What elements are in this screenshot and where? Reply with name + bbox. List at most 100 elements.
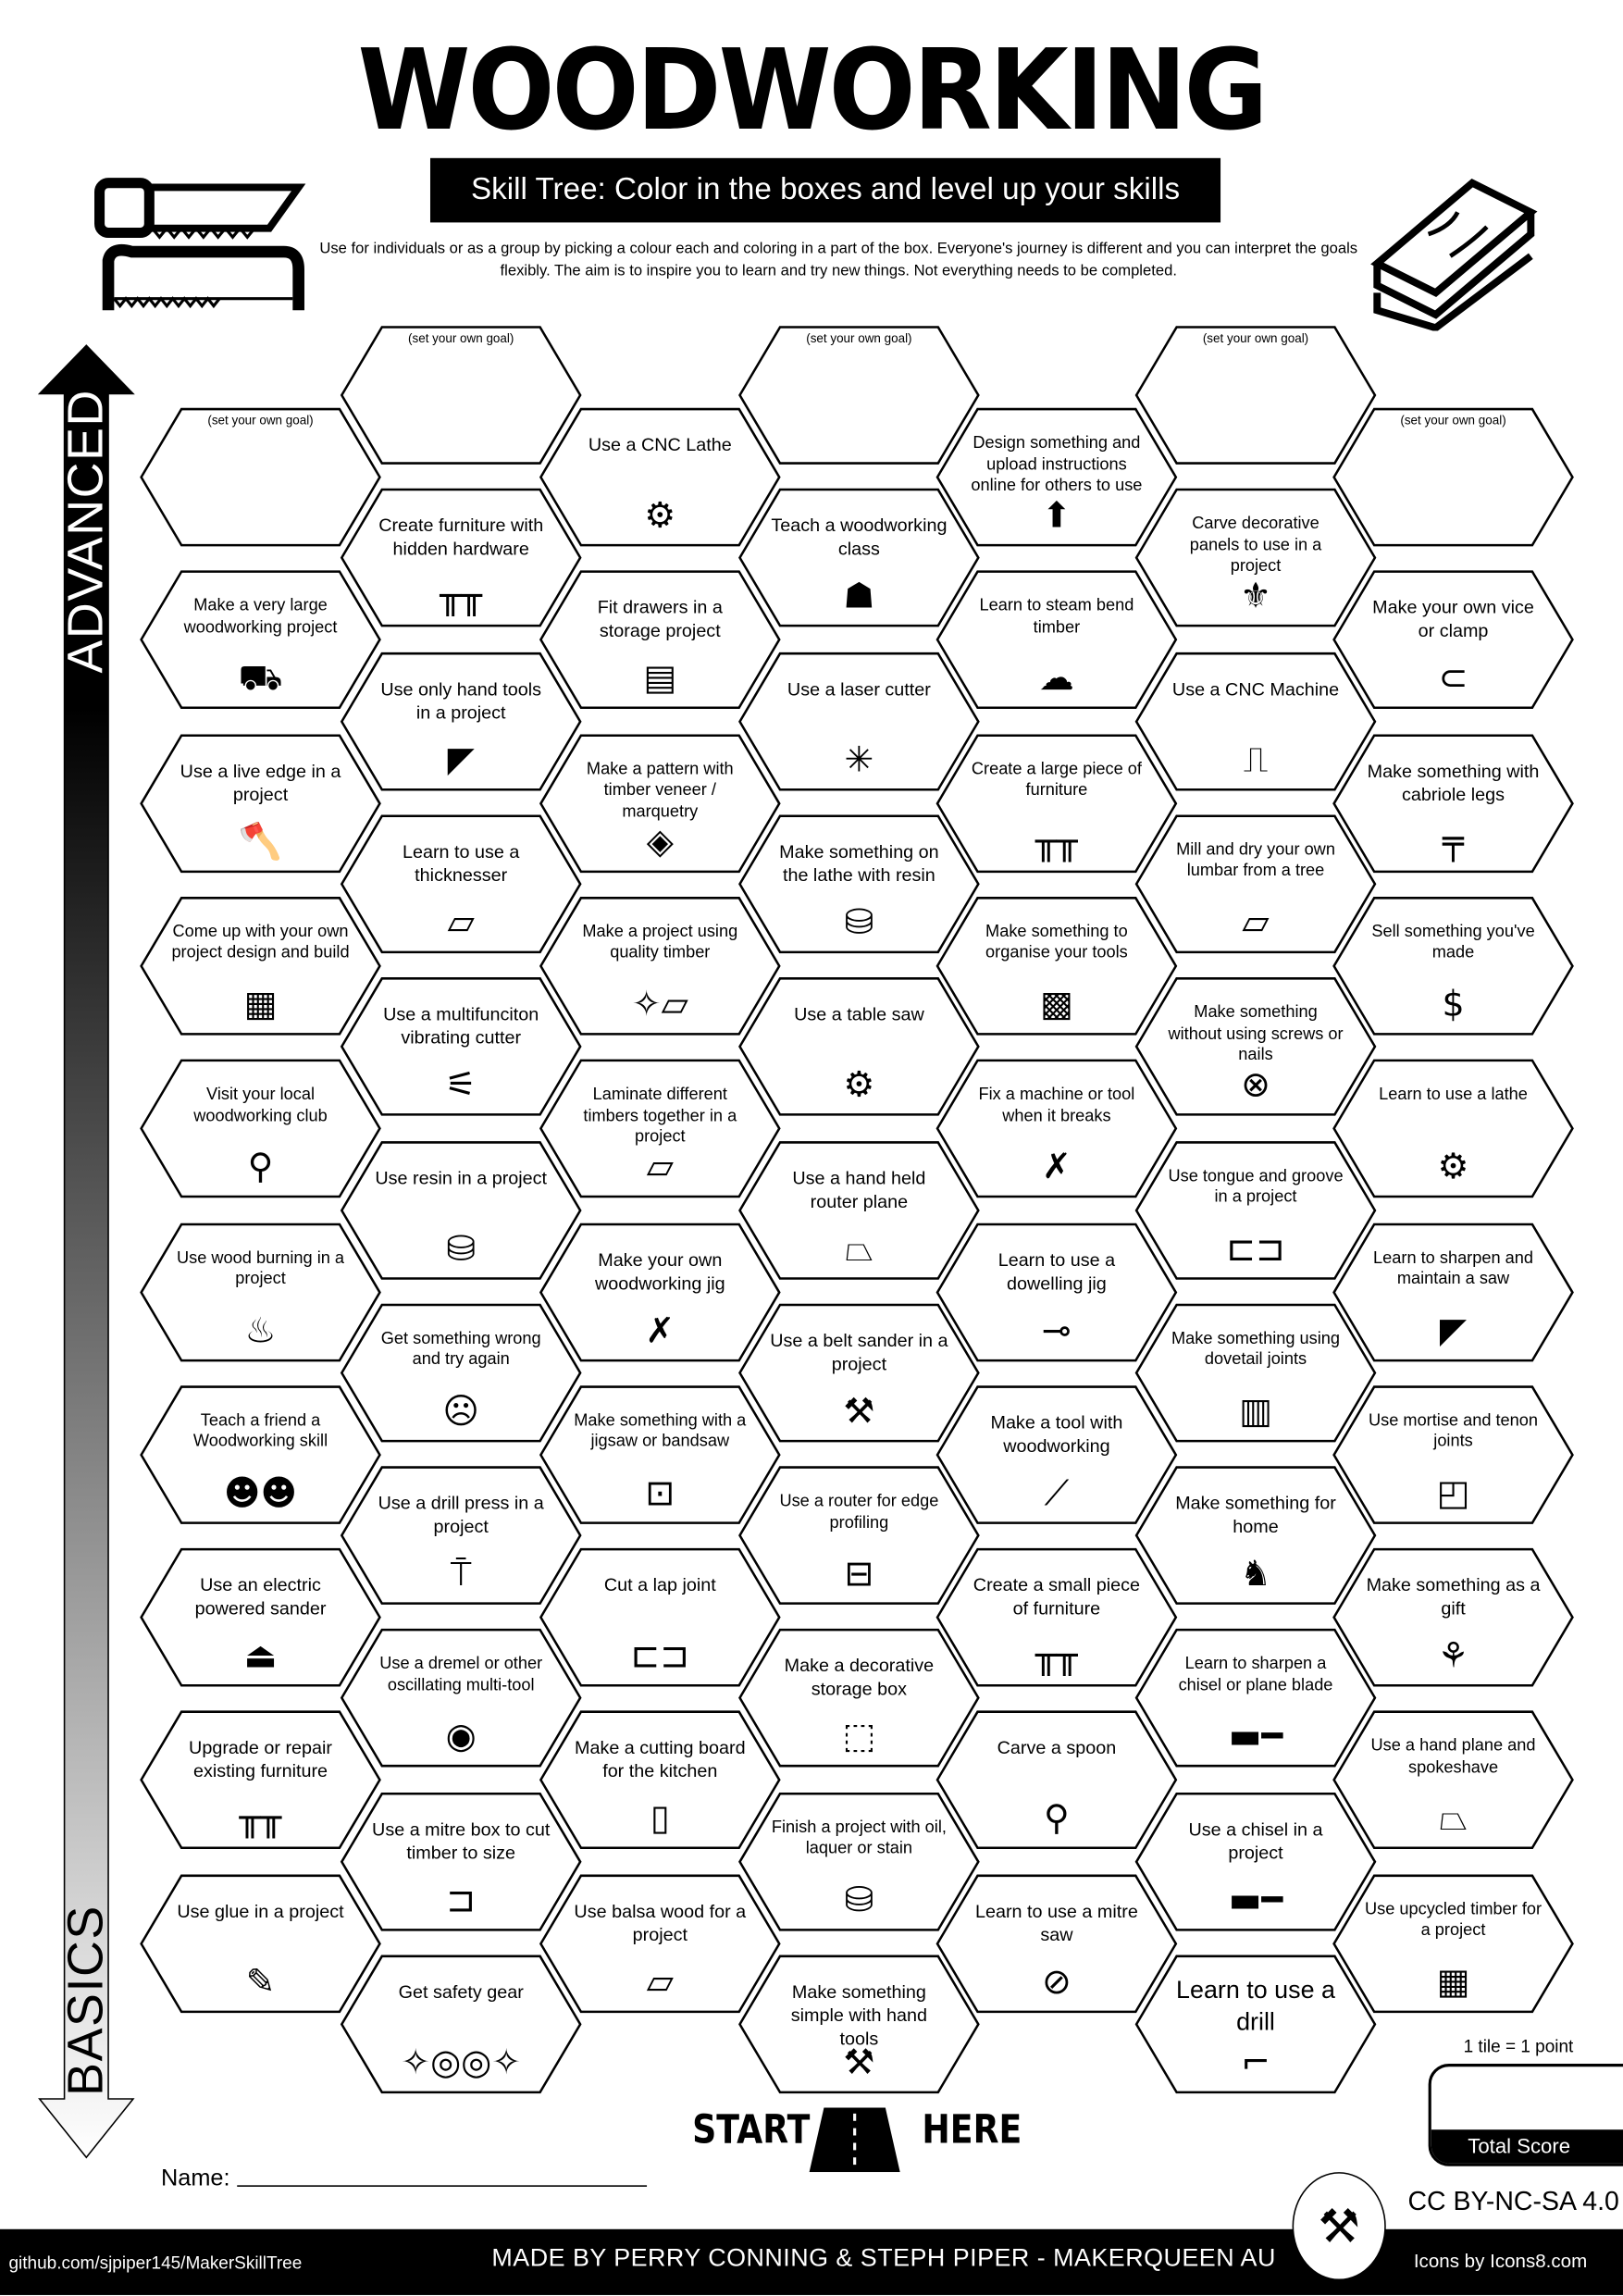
skill-hex[interactable]: Come up with your own project design and… <box>139 896 382 1036</box>
skill-hex[interactable]: Carve a spoon ⚲ <box>935 1710 1179 1851</box>
hex-outline <box>340 1140 582 1280</box>
skill-hex[interactable]: Learn to use a dowelling jig ⊸ <box>935 1222 1179 1362</box>
skill-hex[interactable]: Use upcycled timber for a project ▦ <box>1332 1873 1575 2014</box>
skill-hex[interactable]: Create a large piece of furniture ╥╥ <box>935 733 1179 874</box>
skill-label: Cut a lap joint <box>603 1574 716 1596</box>
wrench-screwdriver-icon: ✗ <box>1042 1146 1072 1187</box>
skill-hex[interactable]: Get something wrong and try again ☹ <box>340 1302 583 1443</box>
skill-hex[interactable]: Make a decorative storage box ⬚ <box>737 1628 981 1769</box>
skill-hex[interactable]: Fit drawers in a storage project ▤ <box>539 570 782 711</box>
skill-hex[interactable]: Make something as a gift ⚘ <box>1332 1547 1575 1688</box>
skill-hex[interactable]: Carve decorative panels to use in a proj… <box>1134 488 1378 628</box>
skill-hex[interactable]: Learn to use a thicknesser ▱ <box>340 813 583 954</box>
skill-label: Make a pattern with timber veneer / marq… <box>586 760 734 821</box>
skill-hex[interactable]: Use a chisel in a project ▬━ <box>1134 1791 1378 1931</box>
skill-hex[interactable]: Create furniture with hidden hardware ╥╥ <box>340 488 583 628</box>
skill-hex[interactable]: Learn to use a lathe ⚙ <box>1332 1059 1575 1199</box>
skill-hex[interactable]: Use resin in a project ⛁ <box>340 1139 583 1280</box>
skill-hex[interactable]: Make something to organise your tools ▩ <box>935 896 1179 1036</box>
hex-outline <box>738 1466 980 1606</box>
skill-hex[interactable]: Make something without using screws or n… <box>1134 976 1378 1117</box>
skill-hex[interactable]: Sell something you've made $ <box>1332 896 1575 1036</box>
skill-hex[interactable]: Make something on the lathe with resin ⛁ <box>737 813 981 954</box>
total-score-box[interactable]: Total Score <box>1428 2064 1623 2166</box>
skill-hex[interactable]: Use mortise and tenon joints ◰ <box>1332 1384 1575 1525</box>
skill-hex[interactable]: Mill and dry your own lumbar from a tree… <box>1134 813 1378 954</box>
skill-hex[interactable]: Use glue in a project ✎ <box>139 1873 382 2014</box>
tile-point-rule: 1 tile = 1 point <box>1463 2036 1574 2057</box>
planks-icon: ▱ <box>646 1146 674 1187</box>
skill-hex[interactable]: Make a project using quality timber ✧▱ <box>539 896 782 1036</box>
skill-label: Use balsa wood for a project <box>574 1901 747 1945</box>
skill-hex[interactable]: (set your own goal) <box>737 325 981 465</box>
skill-hex[interactable]: Learn to use a mitre saw ⊘ <box>935 1873 1179 2014</box>
skill-hex[interactable]: Use balsa wood for a project ▱ <box>539 1873 782 2014</box>
skill-hex[interactable]: Use wood burning in a project ♨ <box>139 1222 382 1362</box>
skill-hex[interactable]: Learn to steam bend timber ☁ <box>935 570 1179 711</box>
skill-hex[interactable]: Use a dremel or other oscillating multi-… <box>340 1628 583 1769</box>
hex-outline <box>1332 1059 1574 1198</box>
safety-goggles-icon: ✧◎◎✧ <box>401 2042 522 2083</box>
dovetail-icon: ▥ <box>1239 1390 1272 1432</box>
skill-hex[interactable]: Cut a lap joint ⊏⊐ <box>539 1547 782 1688</box>
skill-label: Use a CNC Lathe <box>588 434 732 455</box>
skill-hex[interactable]: Use a laser cutter ✳ <box>737 651 981 791</box>
skill-hex[interactable]: Use a table saw ⚙ <box>737 976 981 1117</box>
skill-hex[interactable]: Learn to sharpen and maintain a saw ◤ <box>1332 1222 1575 1362</box>
name-field[interactable] <box>237 2185 648 2187</box>
skill-label: Learn to steam bend timber <box>979 597 1134 637</box>
skill-hex[interactable]: Use tongue and groove in a project ⊏⊐ <box>1134 1139 1378 1280</box>
skill-hex[interactable]: Teach a woodworking class ☗ <box>737 488 981 628</box>
skill-hex[interactable]: Make a very large woodworking project ⛟ <box>139 570 382 711</box>
skill-hex[interactable]: Fix a machine or tool when it breaks ✗ <box>935 1059 1179 1199</box>
skill-hex[interactable]: Use an electric powered sander ⏏ <box>139 1547 382 1688</box>
skill-hex[interactable]: (set your own goal) <box>139 407 382 548</box>
skill-hex[interactable]: Make a pattern with timber veneer / marq… <box>539 733 782 874</box>
hex-outline <box>1332 1384 1574 1524</box>
skill-hex[interactable]: (set your own goal) <box>340 325 583 465</box>
skill-hex[interactable]: Use a drill press in a project ⍑ <box>340 1465 583 1606</box>
hex-outline <box>539 1384 781 1524</box>
skill-hex[interactable]: Create a small piece of furniture ╥╥ <box>935 1547 1179 1688</box>
skill-hex[interactable]: Make a cutting board for the kitchen ▯ <box>539 1710 782 1851</box>
skill-hex[interactable]: Use a hand plane and spokeshave ⏢ <box>1332 1710 1575 1851</box>
skill-hex[interactable]: Use a CNC Machine ⎍ <box>1134 651 1378 791</box>
skill-hex[interactable]: Make a tool with woodworking ⟋ <box>935 1384 1179 1525</box>
skill-label: Fit drawers in a storage project <box>597 597 723 642</box>
skill-hex[interactable]: Teach a friend a Woodworking skill ☻☻ <box>139 1384 382 1525</box>
skill-hex[interactable]: Learn to sharpen a chisel or plane blade… <box>1134 1628 1378 1769</box>
hex-outline <box>1134 1792 1377 1931</box>
name-label: Name: <box>160 2166 230 2191</box>
skill-hex[interactable]: Use a belt sander in a project ⚒ <box>737 1302 981 1443</box>
skill-hex[interactable]: (set your own goal) <box>1332 407 1575 548</box>
skill-hex[interactable]: Upgrade or repair existing furniture ╥╥ <box>139 1710 382 1851</box>
skill-hex[interactable]: Use a multifunciton vibrating cutter ⚟ <box>340 976 583 1117</box>
skill-hex[interactable]: Learn to use a drill ⌐ <box>1134 1954 1378 2094</box>
location-pin-icon: ⚲ <box>247 1146 274 1187</box>
skill-hex[interactable]: Make something with cabriole legs ╤ <box>1332 733 1575 874</box>
skill-hex[interactable]: Make something simple with hand tools ⚒ <box>737 1954 981 2094</box>
skill-hex[interactable]: Use a router for edge profiling ⊟ <box>737 1465 981 1606</box>
skill-hex[interactable]: Use a CNC Lathe ⚙ <box>539 407 782 548</box>
skill-hex[interactable]: Use a live edge in a project 🪓 <box>139 733 382 874</box>
skill-hex[interactable]: Use a mitre box to cut timber to size ⊐ <box>340 1791 583 1931</box>
skill-hex[interactable]: Finish a project with oil, laquer or sta… <box>737 1791 981 1931</box>
mitre-saw-icon: ⊘ <box>1042 1960 1072 2003</box>
skill-hex[interactable]: Make something using dovetail joints ▥ <box>1134 1302 1378 1443</box>
hex-outline <box>340 489 582 627</box>
skill-hex[interactable]: Use only hand tools in a project ◤ <box>340 651 583 791</box>
hex-outline <box>1332 1874 1574 2013</box>
skill-hex[interactable]: Visit your local woodworking club ⚲ <box>139 1059 382 1199</box>
skill-hex[interactable]: Laminate different timbers together in a… <box>539 1059 782 1199</box>
hex-outline <box>140 1548 381 1687</box>
skill-hex[interactable]: Get safety gear ✧◎◎✧ <box>340 1954 583 2094</box>
skill-hex[interactable]: Make something for home ♞ <box>1134 1465 1378 1606</box>
skill-hex[interactable]: Use a hand held router plane ⏢ <box>737 1139 981 1280</box>
github-link[interactable]: github.com/sjpiper145/MakerSkillTree <box>8 2253 303 2274</box>
hex-outline <box>140 1059 381 1198</box>
skill-hex[interactable]: Make your own woodworking jig ✗ <box>539 1222 782 1362</box>
skill-hex[interactable]: Make something with a jigsaw or bandsaw ⊡ <box>539 1384 782 1525</box>
skill-hex[interactable]: Make your own vice or clamp ⊂ <box>1332 570 1575 711</box>
skill-hex[interactable]: Design something and upload instructions… <box>935 407 1179 548</box>
skill-hex[interactable]: (set your own goal) <box>1134 325 1378 465</box>
